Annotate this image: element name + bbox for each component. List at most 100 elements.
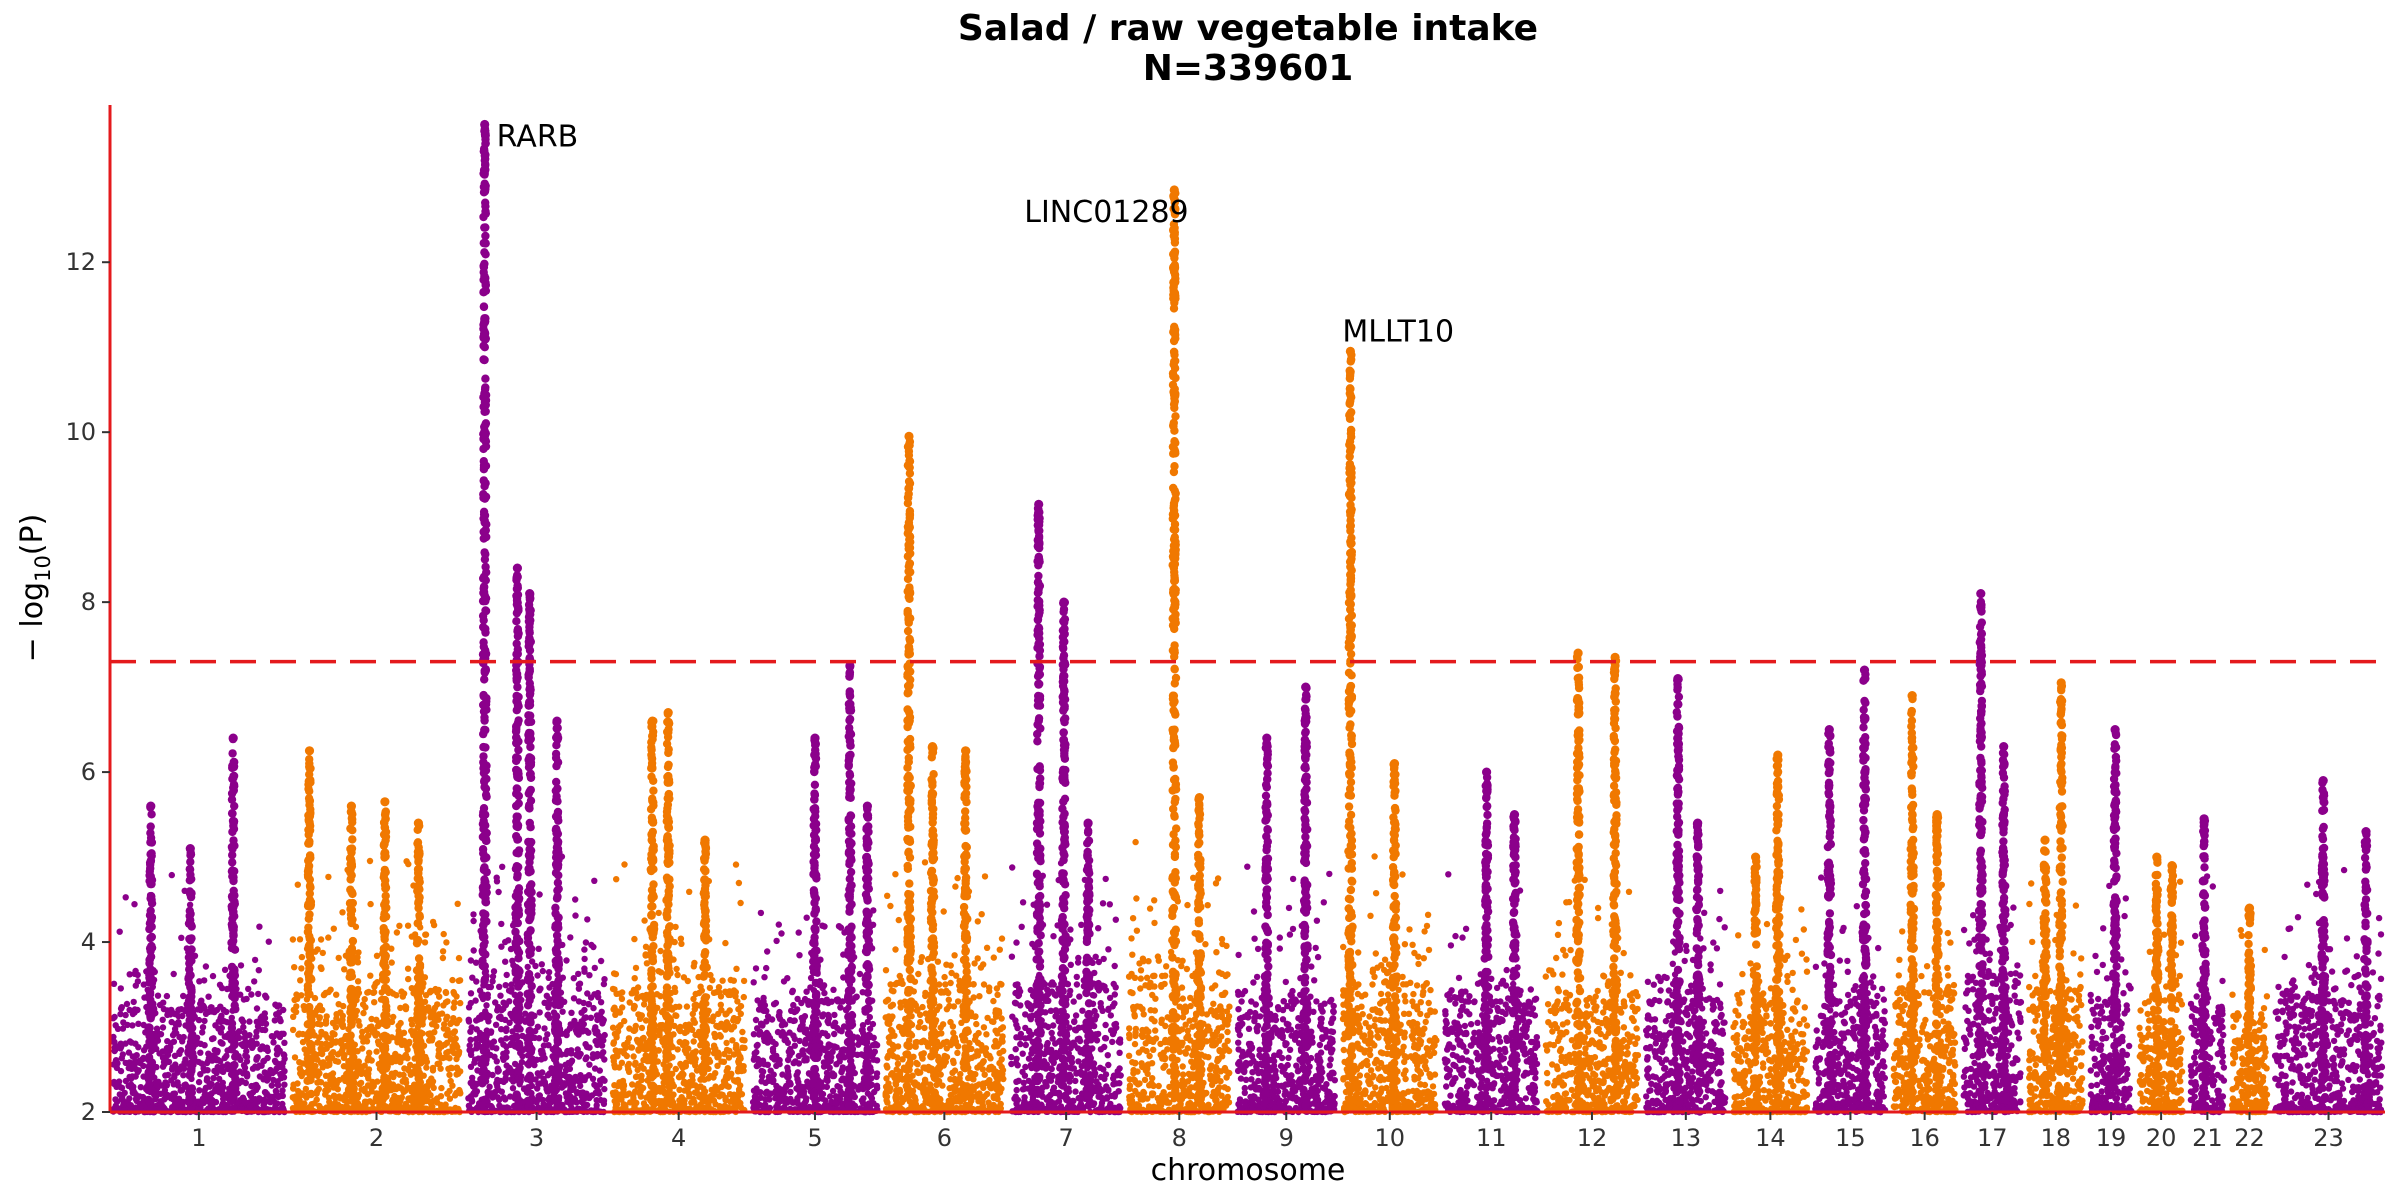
snp-point xyxy=(673,1012,680,1019)
snp-point xyxy=(621,1017,628,1025)
snp-point xyxy=(837,924,845,931)
snp-point xyxy=(500,1005,507,1012)
snp-point xyxy=(893,1054,901,1061)
snp-point xyxy=(987,1055,994,1062)
snp-point xyxy=(793,1072,800,1079)
snp-point xyxy=(750,979,757,986)
snp-point xyxy=(455,954,463,962)
snp-point xyxy=(669,1043,676,1051)
snp-point xyxy=(545,974,552,981)
snp-point xyxy=(733,1041,740,1049)
snp-point xyxy=(498,920,505,928)
snp-point xyxy=(943,987,950,995)
snp-point xyxy=(914,1068,921,1075)
snp-point xyxy=(681,1029,689,1037)
snp-point xyxy=(208,1099,215,1107)
snp-point xyxy=(171,1093,178,1100)
snp-point xyxy=(837,1004,844,1011)
snp-point xyxy=(920,1050,927,1057)
snp-point xyxy=(758,1078,765,1085)
snp-point xyxy=(579,1089,586,1096)
snp-point xyxy=(397,1058,404,1066)
snp-point xyxy=(502,1027,510,1035)
snp-point xyxy=(761,974,768,981)
snp-point xyxy=(163,1057,170,1064)
snp-point xyxy=(253,1028,260,1036)
snp-point xyxy=(428,1100,435,1108)
snp-point xyxy=(691,1002,698,1009)
snp-point xyxy=(722,939,729,947)
snp-point xyxy=(567,934,574,941)
snp-point xyxy=(750,1056,758,1063)
snp-point xyxy=(805,1047,812,1054)
snp-point xyxy=(1044,1039,1051,1047)
snp-point xyxy=(364,1057,371,1064)
snp-point xyxy=(632,1073,640,1081)
snp-point xyxy=(855,1086,862,1093)
snp-point xyxy=(975,1081,983,1088)
snp-point xyxy=(936,1064,944,1072)
snp-point xyxy=(939,1021,947,1028)
snp-point xyxy=(740,1067,747,1074)
snp-point xyxy=(631,935,638,943)
snp-point xyxy=(781,1036,788,1044)
snp-point xyxy=(163,1094,170,1101)
snp-point xyxy=(1012,1046,1019,1053)
snp-point xyxy=(251,978,258,985)
snp-point xyxy=(1018,923,1025,930)
snp-point xyxy=(237,962,245,969)
snp-point xyxy=(157,1031,165,1038)
snp-point xyxy=(581,968,588,975)
snp-point xyxy=(122,1077,130,1085)
snp-point xyxy=(332,1057,339,1065)
snp-point xyxy=(773,937,780,945)
snp-point xyxy=(254,1054,261,1061)
snp-point xyxy=(1072,1027,1080,1034)
snp-point xyxy=(395,1053,403,1060)
snp-point xyxy=(467,1028,474,1035)
snp-point xyxy=(733,965,740,972)
snp-point xyxy=(867,1092,874,1100)
snp-point xyxy=(403,858,410,865)
snp-point xyxy=(486,1083,493,1091)
snp-point xyxy=(792,1007,800,1015)
snp-point xyxy=(172,1020,179,1028)
snp-point xyxy=(712,1045,719,1052)
snp-point xyxy=(291,964,298,971)
snp-point xyxy=(629,1081,636,1088)
snp-point xyxy=(686,888,693,895)
snp-point xyxy=(1072,1012,1080,1019)
snp-point xyxy=(273,1011,280,1018)
snp-point xyxy=(735,1006,742,1013)
snp-point xyxy=(591,964,598,972)
snp-point xyxy=(335,954,342,962)
snp-point xyxy=(404,922,412,929)
snp-point xyxy=(884,892,891,899)
snp-point xyxy=(220,1068,227,1076)
snp-point xyxy=(326,1081,334,1088)
snp-point xyxy=(253,1040,260,1047)
snp-point xyxy=(170,970,177,978)
snp-point xyxy=(277,1017,284,1025)
snp-point xyxy=(700,1076,708,1083)
snp-point xyxy=(1100,1066,1107,1073)
snp-point xyxy=(873,1073,880,1081)
snp-point xyxy=(435,1046,442,1054)
snp-point xyxy=(281,1055,288,1063)
snp-point xyxy=(981,873,989,880)
snp-point xyxy=(1097,1046,1105,1053)
snp-point xyxy=(730,1023,738,1030)
snp-point xyxy=(760,998,767,1005)
snp-point xyxy=(691,1058,699,1066)
snp-point xyxy=(979,1066,986,1073)
snp-point xyxy=(1101,983,1108,990)
snp-point xyxy=(946,1002,953,1010)
snp-point xyxy=(715,984,723,991)
snp-point xyxy=(195,1078,203,1086)
snp-point xyxy=(728,1070,735,1078)
snp-point xyxy=(585,1029,592,1036)
snp-point xyxy=(584,990,591,997)
snp-point xyxy=(951,952,958,959)
snp-point xyxy=(197,1071,204,1078)
snp-point xyxy=(341,966,348,973)
